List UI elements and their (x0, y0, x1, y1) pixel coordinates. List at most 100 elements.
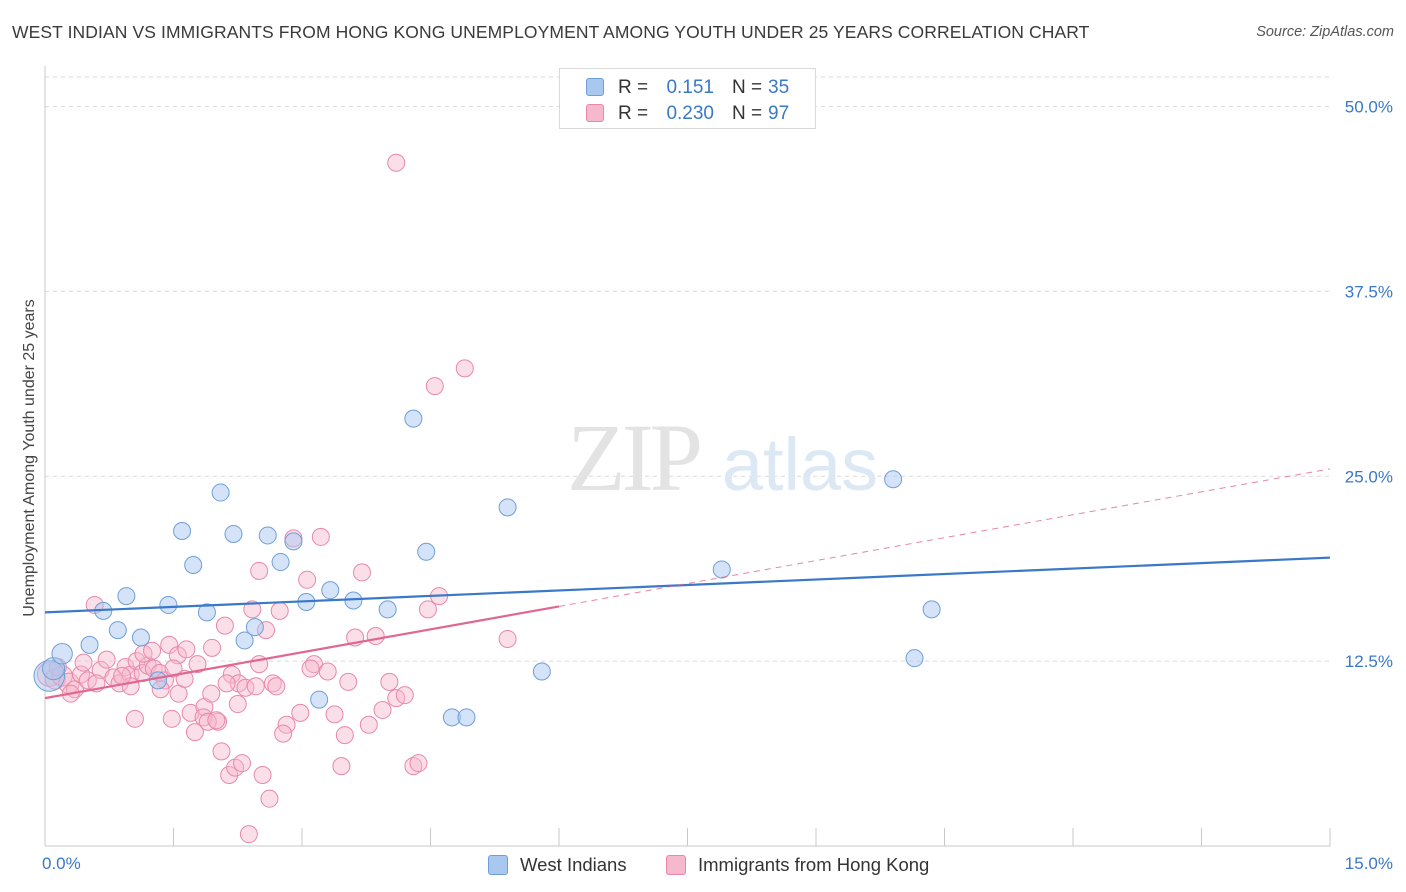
trend-lines (44, 468, 1331, 700)
data-point-hong-kong (164, 659, 183, 678)
data-point-hong-kong (418, 600, 437, 619)
data-point-hong-kong (425, 377, 444, 396)
legend-swatch-pink (586, 104, 604, 122)
data-point-west-indians (51, 643, 73, 665)
data-point-hong-kong (455, 359, 474, 378)
data-point-west-indians (321, 581, 340, 600)
data-point-hong-kong (212, 742, 231, 761)
legend-n-value: 35 (768, 77, 790, 98)
data-point-hong-kong (301, 659, 320, 678)
data-point-hong-kong (409, 754, 428, 773)
data-point-hong-kong (113, 666, 132, 685)
trend-line-hong-kong (44, 605, 560, 700)
data-point-west-indians (884, 470, 903, 489)
data-point-hong-kong (202, 684, 221, 703)
data-point-hong-kong (260, 789, 279, 808)
chart-title: WEST INDIAN VS IMMIGRANTS FROM HONG KONG… (12, 22, 1090, 42)
data-point-hong-kong (71, 665, 90, 684)
y-tick-label: 37.5% (1345, 282, 1393, 301)
data-point-hong-kong (263, 674, 282, 693)
data-point-west-indians (905, 649, 924, 668)
legend-swatch-blue (488, 855, 508, 875)
y-tick-label: 12.5% (1345, 652, 1393, 671)
correlation-legend: R = 0.151 N = 35 R = 0.230 N = 97 (559, 68, 816, 129)
legend-label-west-indians: West Indians (520, 854, 627, 875)
watermark: ZIP atlas (567, 404, 878, 511)
legend-r-label: R = (618, 77, 649, 98)
legend-n-label: N = (732, 77, 763, 98)
data-point-west-indians (197, 603, 216, 622)
data-point-west-indians (417, 542, 436, 561)
data-point-west-indians (457, 708, 476, 727)
data-point-hong-kong (233, 754, 252, 773)
y-tick-label: 50.0% (1345, 98, 1393, 117)
data-point-hong-kong (366, 627, 385, 646)
legend-swatch-pink (666, 855, 686, 875)
x-tick-label: 0.0% (42, 854, 81, 873)
data-point-hong-kong (335, 726, 354, 745)
data-point-hong-kong (220, 766, 239, 785)
gridlines (45, 76, 1330, 662)
data-point-hong-kong (243, 600, 262, 619)
source-credit: Source: ZipAtlas.com (1256, 24, 1394, 40)
data-point-hong-kong (215, 616, 234, 635)
data-point-west-indians (922, 600, 941, 619)
data-point-west-indians (184, 556, 203, 575)
data-point-hong-kong (188, 655, 207, 674)
data-point-west-indians (173, 522, 192, 541)
trend-line-hong-kong-extension (558, 468, 1331, 607)
y-tick-label: 25.0% (1345, 467, 1393, 486)
data-point-hong-kong (395, 686, 414, 705)
legend-swatch-blue (586, 78, 604, 96)
data-point-hong-kong (97, 650, 116, 669)
legend-n-value: 97 (768, 103, 790, 124)
data-point-hong-kong (250, 561, 269, 580)
legend-n-label: N = (732, 103, 763, 124)
data-point-hong-kong (274, 724, 293, 743)
data-point-hong-kong (185, 723, 204, 742)
source-text: Source: ZipAtlas.com (1256, 24, 1394, 40)
data-point-hong-kong (291, 703, 310, 722)
data-point-west-indians (149, 671, 168, 690)
watermark-zip: ZIP (567, 404, 700, 511)
data-point-hong-kong (339, 672, 358, 691)
data-point-hong-kong (270, 601, 289, 620)
data-point-hong-kong (207, 711, 226, 730)
data-point-west-indians (271, 553, 290, 572)
data-point-hong-kong (162, 709, 181, 728)
data-point-hong-kong (352, 563, 371, 582)
legend-r-value: 0.230 (666, 103, 714, 124)
data-point-west-indians (131, 628, 150, 647)
data-point-hong-kong (311, 527, 330, 546)
legend-r-value: 0.151 (666, 77, 714, 98)
data-point-hong-kong (318, 662, 337, 681)
data-point-hong-kong (246, 677, 265, 696)
data-point-west-indians (498, 498, 517, 517)
data-point-west-indians (404, 409, 423, 428)
data-point-west-indians (235, 631, 254, 650)
data-point-west-indians (211, 483, 230, 502)
data-point-hong-kong (143, 641, 162, 660)
data-point-hong-kong (387, 153, 406, 172)
data-point-west-indians (80, 635, 99, 654)
tick-labels: 12.5% 25.0% 37.5% 50.0% 0.0% 15.0% (42, 98, 1393, 873)
legend-r-label: R = (618, 103, 649, 124)
data-point-west-indians (310, 690, 329, 709)
watermark-atlas: atlas (722, 423, 878, 506)
data-point-hong-kong (217, 674, 236, 693)
series-legend: West Indians Immigrants from Hong Kong (0, 850, 1406, 878)
data-point-hong-kong (498, 629, 517, 648)
data-point-west-indians (284, 532, 303, 551)
data-point-hong-kong (332, 757, 351, 776)
data-point-west-indians (159, 595, 178, 614)
data-point-hong-kong (127, 652, 146, 671)
data-point-hong-kong (267, 677, 286, 696)
data-point-west-indians (108, 621, 127, 640)
data-point-hong-kong (239, 825, 258, 844)
data-point-hong-kong (404, 757, 423, 776)
data-point-hong-kong (222, 665, 241, 684)
data-point-west-indians (245, 618, 264, 637)
data-point-hong-kong (325, 705, 344, 724)
series-immigrants-hong-kong-points (36, 153, 517, 844)
